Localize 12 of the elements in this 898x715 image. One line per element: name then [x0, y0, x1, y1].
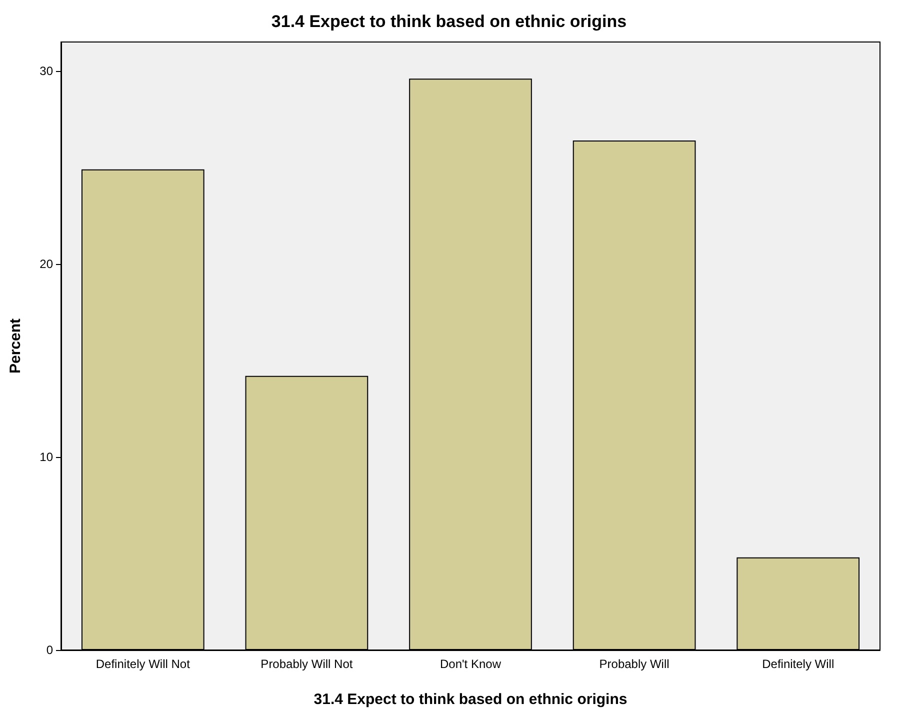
y-axis-title: Percent: [7, 318, 24, 374]
x-tick-label: Definitely Will Not: [96, 657, 191, 671]
y-tick-label: 30: [40, 64, 54, 78]
x-tick-label: Probably Will: [599, 657, 670, 671]
x-tick-label: Don't Know: [440, 657, 502, 671]
chart-title: 31.4 Expect to think based on ethnic origins: [271, 12, 627, 31]
y-tick-label: 10: [40, 450, 54, 464]
x-tick-label: Definitely Will: [762, 657, 834, 671]
x-tick-label: Probably Will Not: [260, 657, 354, 671]
x-axis-title: 31.4 Expect to think based on ethnic origins: [314, 691, 628, 708]
y-tick-label: 20: [40, 256, 54, 271]
y-tick-label: 0: [46, 643, 54, 657]
